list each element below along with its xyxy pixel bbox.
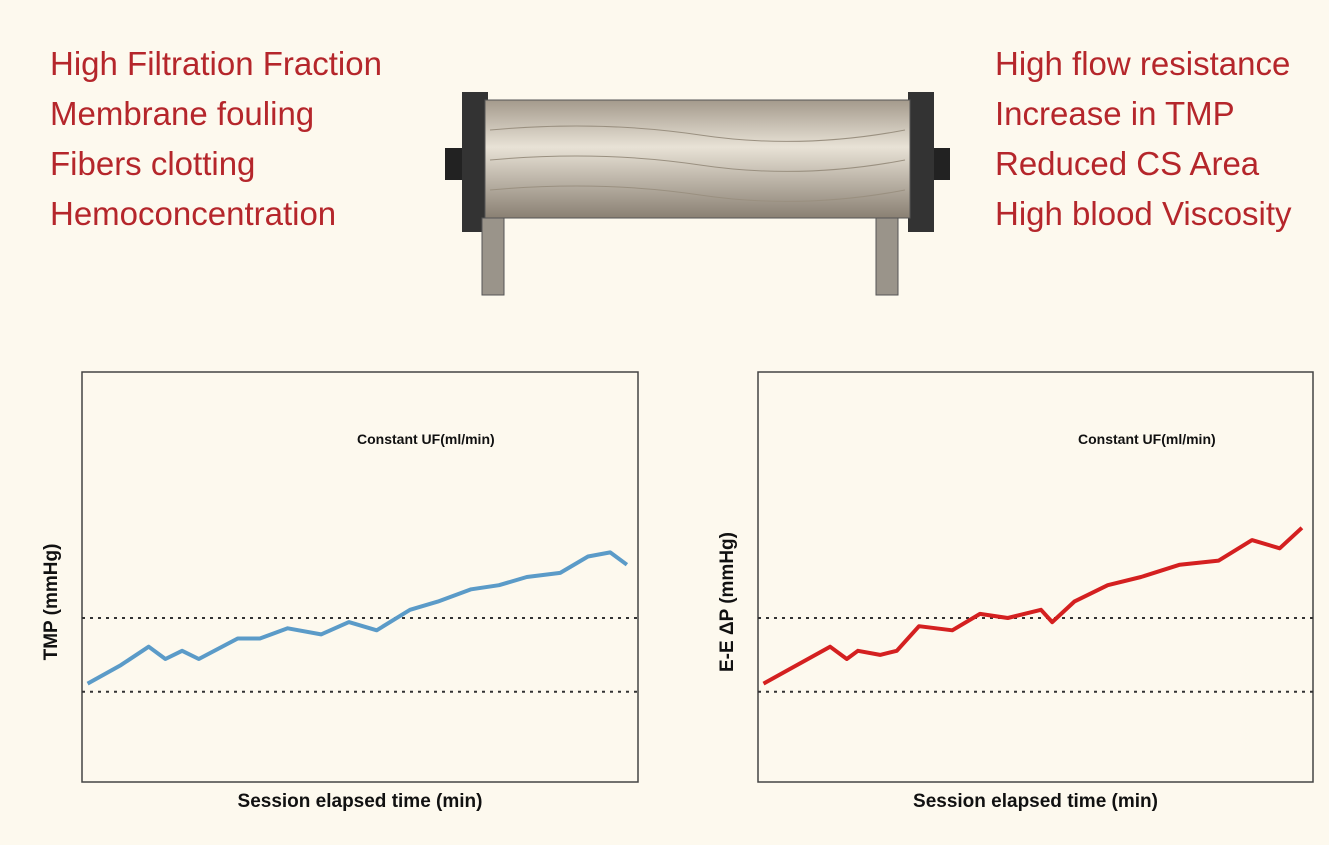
data-line	[762, 526, 1304, 686]
annotation: Constant UF(ml/min)	[357, 431, 495, 447]
effect-text: Reduced CS Area	[995, 145, 1260, 182]
annotation: Constant UF(ml/min)	[1078, 431, 1216, 447]
cause-text: Fibers clotting	[50, 145, 255, 182]
effect-text: High flow resistance	[995, 45, 1290, 82]
data-line	[86, 550, 629, 686]
x-axis-label: Session elapsed time (min)	[913, 791, 1158, 812]
cause-text: Membrane fouling	[50, 95, 314, 132]
effect-text: High blood Viscosity	[995, 195, 1292, 232]
y-axis-label: E-E ΔP (mmHg)	[717, 532, 738, 672]
filter-drawing	[445, 92, 950, 296]
cause-text: Hemoconcentration	[50, 195, 336, 232]
plot-frame	[81, 371, 639, 783]
y-axis-label: TMP (mmHg)	[41, 544, 62, 661]
cause-text: High Filtration Fraction	[50, 45, 382, 82]
effect-text: Increase in TMP	[995, 95, 1235, 132]
plot-frame	[757, 371, 1314, 783]
x-axis-label: Session elapsed time (min)	[238, 791, 483, 812]
